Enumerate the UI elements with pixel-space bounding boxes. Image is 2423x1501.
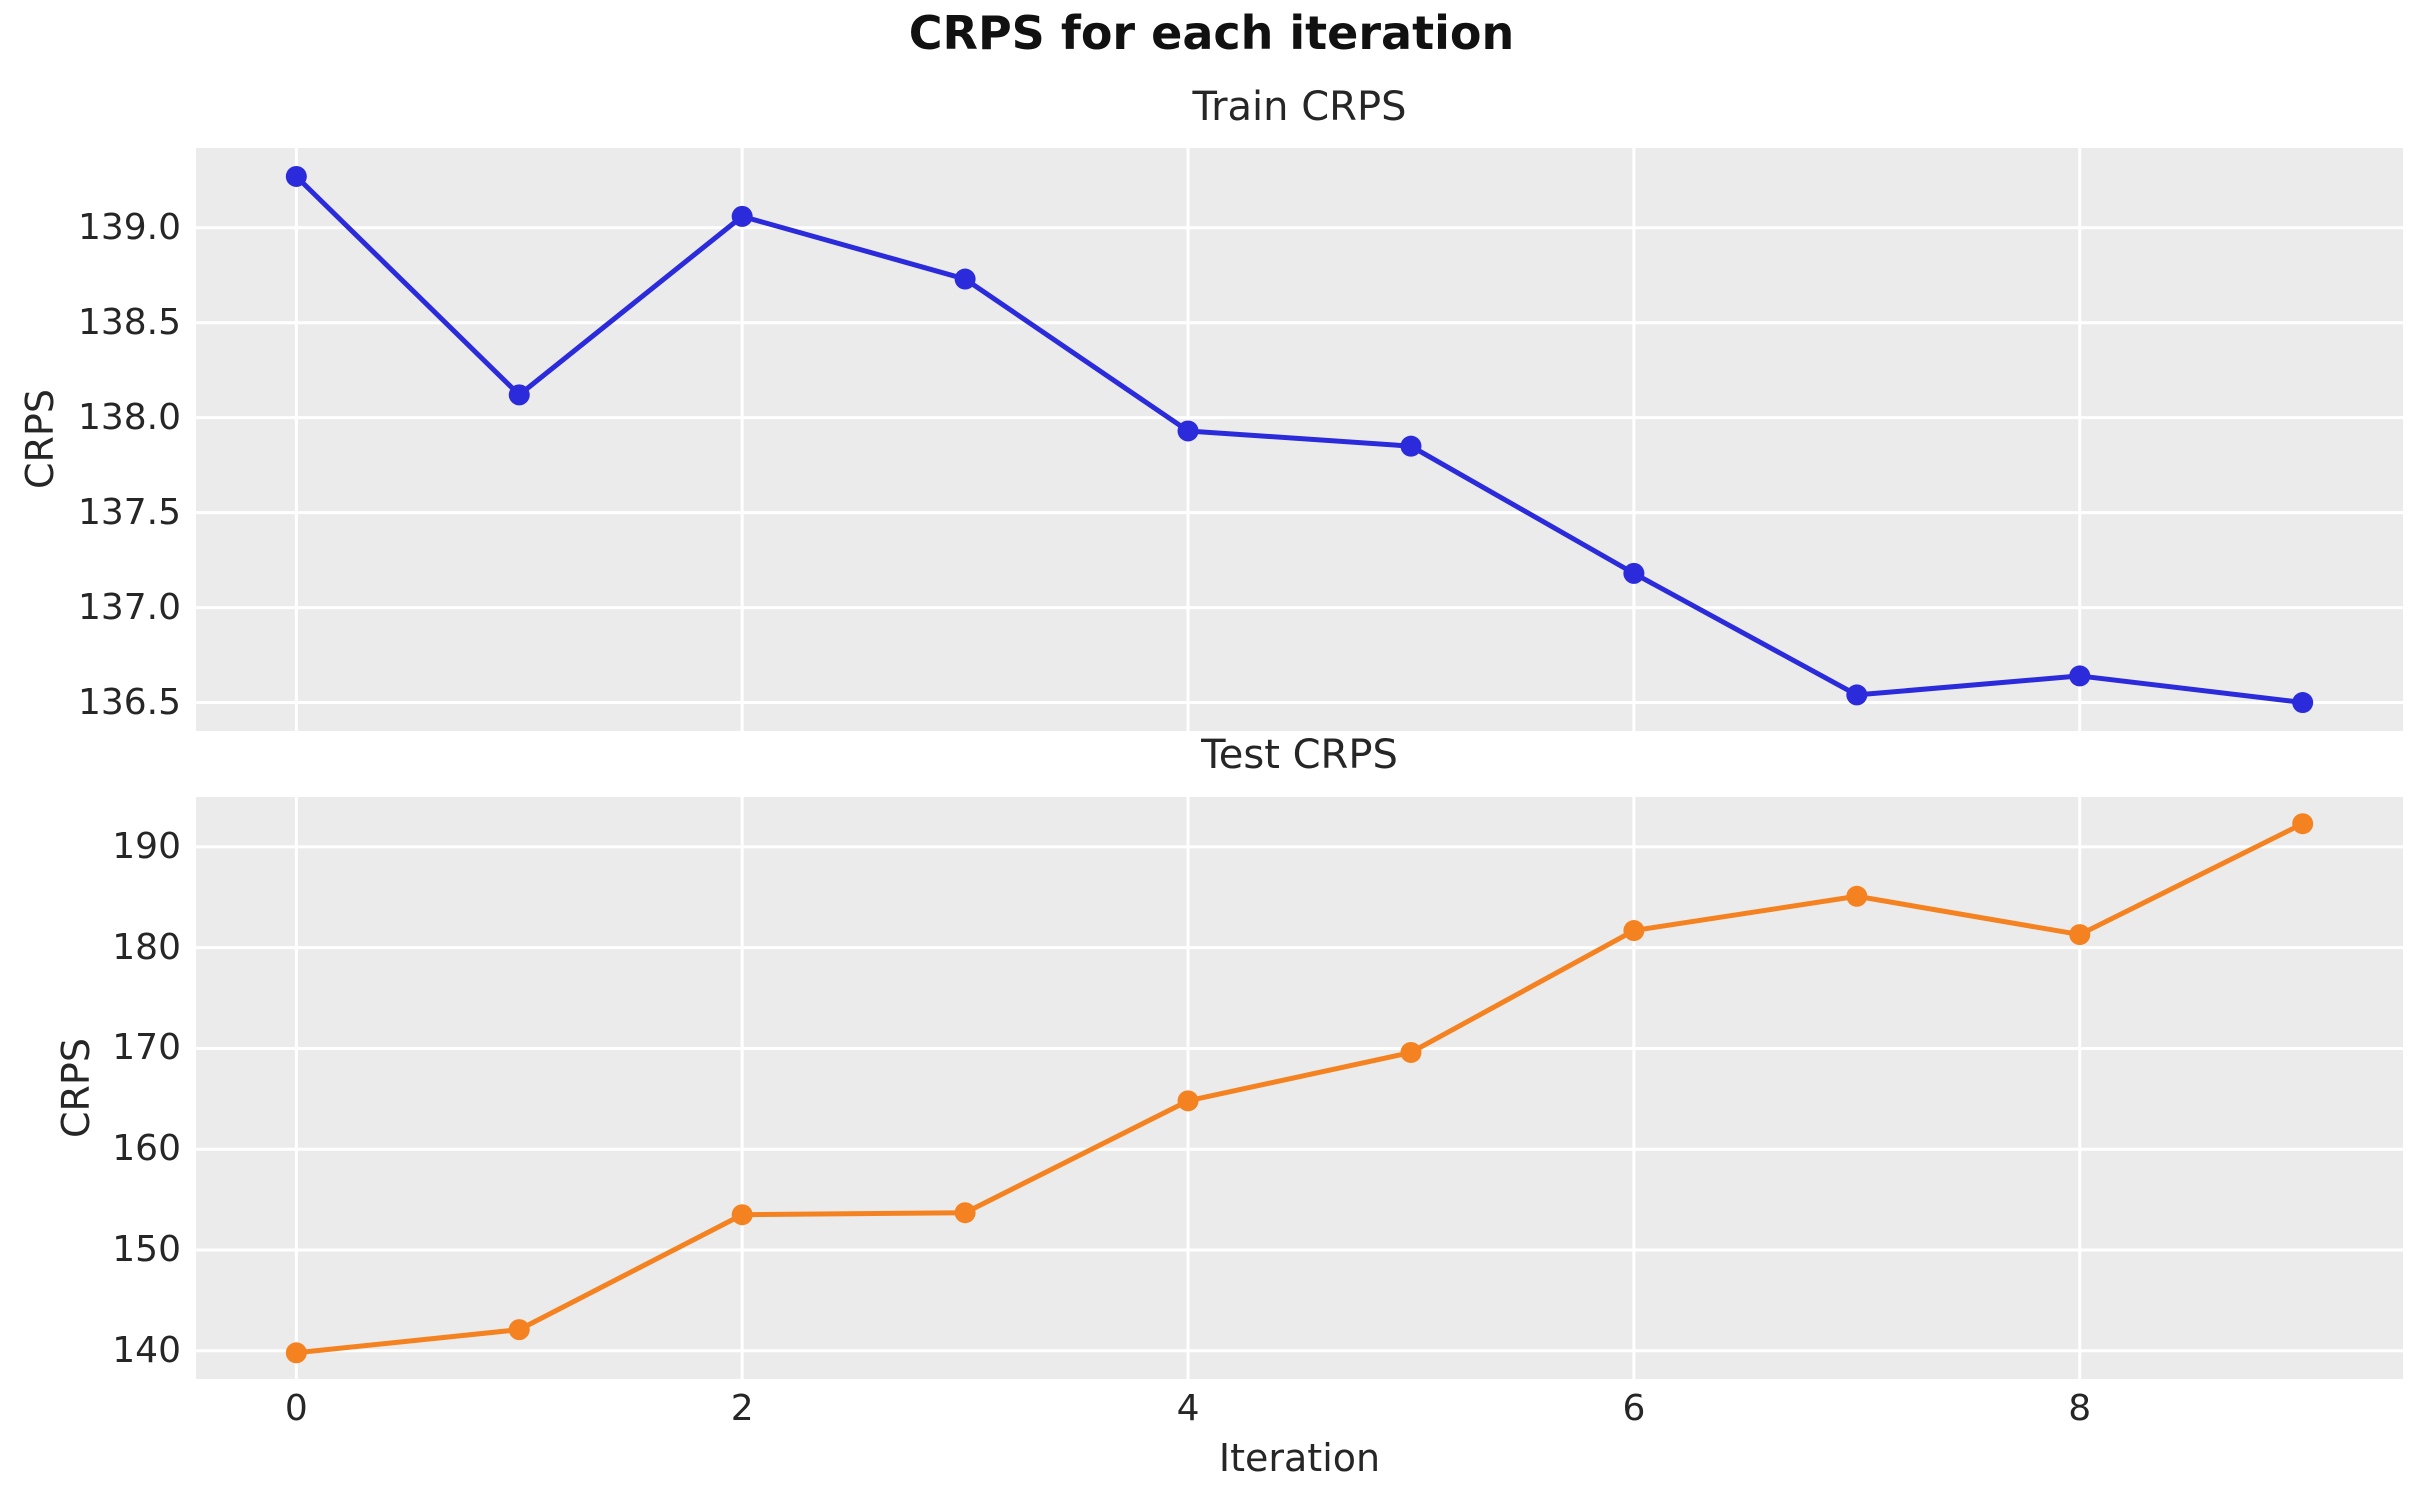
train-crps-data-point xyxy=(1623,562,1645,584)
train-crps-y-tick-label: 138.0 xyxy=(77,396,181,438)
train-crps-data-point xyxy=(1400,435,1422,457)
x-axis-label: Iteration xyxy=(1218,1436,1381,1480)
train-crps-y-tick-label: 136.5 xyxy=(77,681,181,723)
test-crps-data-point xyxy=(285,1342,307,1364)
test-crps-y-tick-label: 170 xyxy=(112,1027,181,1069)
test-crps-y-tick-label: 160 xyxy=(112,1128,181,1170)
train-crps-data-point xyxy=(2292,692,2314,714)
test-crps-y-tick-label: 140 xyxy=(112,1329,181,1371)
train-crps-data-point xyxy=(508,384,530,406)
test-crps-data-point xyxy=(508,1319,530,1341)
test-crps-data-point xyxy=(1400,1041,1422,1063)
train-crps-data-point xyxy=(1177,420,1199,442)
test-crps-y-tick-label: 190 xyxy=(112,825,181,867)
train-panel-title: Train CRPS xyxy=(1192,84,1407,130)
train-crps-data-point xyxy=(2069,665,2091,687)
test-crps-x-tick-label: 8 xyxy=(2068,1388,2092,1429)
test-crps-data-point xyxy=(2292,813,2314,835)
test-crps-x-tick-label: 6 xyxy=(1622,1388,1646,1429)
train-crps-data-point xyxy=(954,268,976,290)
test-crps-y-tick-label: 150 xyxy=(112,1229,181,1270)
figure-title: CRPS for each iteration xyxy=(908,6,1515,60)
train-crps-data-point xyxy=(1846,684,1868,706)
train-crps-y-tick-label: 138.5 xyxy=(77,301,181,343)
test-crps-y-tick-label: 180 xyxy=(112,926,181,968)
test-crps-x-tick-label: 2 xyxy=(730,1388,754,1429)
train-crps-y-tick-label: 137.0 xyxy=(77,586,181,628)
test-crps-data-point xyxy=(731,1204,753,1226)
test-crps-data-point xyxy=(954,1202,976,1224)
test-crps-line xyxy=(293,821,2306,1356)
train-crps-data-point xyxy=(285,165,307,187)
train-crps-data-point xyxy=(731,205,753,227)
test-crps-x-tick-label: 4 xyxy=(1176,1388,1200,1429)
test-crps-data-point xyxy=(1177,1090,1199,1112)
test-panel-title: Test CRPS xyxy=(1201,732,1398,778)
test-crps-data-point xyxy=(1623,920,1645,942)
test-crps-plot-area xyxy=(196,797,2403,1379)
train-crps-y-tick-label: 137.5 xyxy=(77,491,181,533)
test-crps-data-point xyxy=(1846,885,1868,907)
test-crps-data-point xyxy=(2069,924,2091,946)
train-crps-y-tick-label: 139.0 xyxy=(77,206,181,248)
train-crps-line xyxy=(293,173,2306,706)
test-crps-x-tick-label: 0 xyxy=(284,1388,308,1429)
